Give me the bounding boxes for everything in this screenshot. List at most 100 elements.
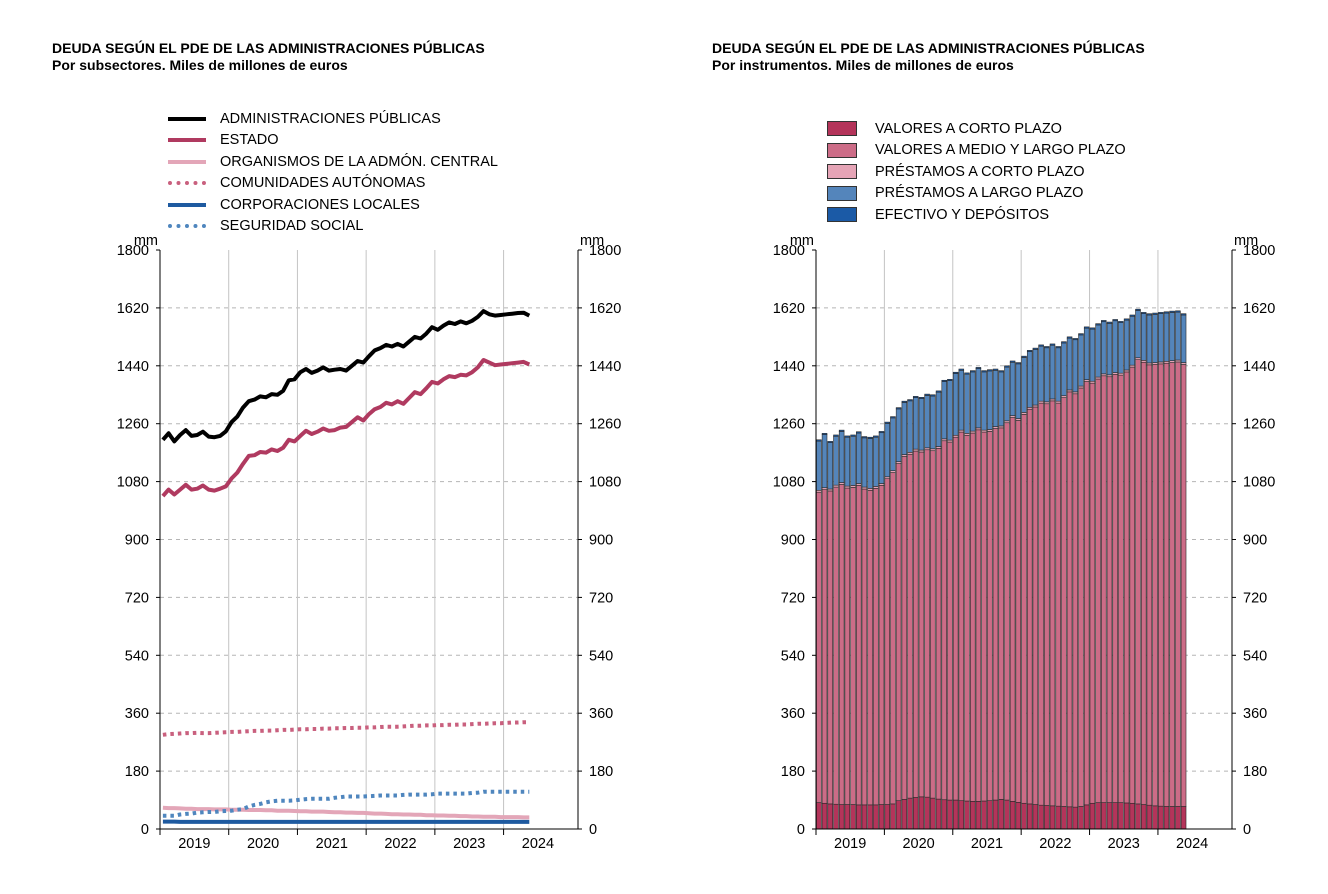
bar-vmlp-41 xyxy=(1049,400,1056,807)
legend-item-vmlp: VALORES A MEDIO Y LARGO PLAZO xyxy=(827,140,1126,162)
bar-plp-31 xyxy=(992,369,999,427)
bar-vcp-55 xyxy=(1129,802,1136,830)
bar-efectivo-8 xyxy=(861,436,868,439)
right-xtick-2021: 2021 xyxy=(971,836,1003,852)
right-xtick-2024: 2024 xyxy=(1176,836,1208,852)
bar-vmlp-48 xyxy=(1089,382,1096,804)
bar-plp-9 xyxy=(867,438,873,489)
bar-vcp-40 xyxy=(1044,805,1050,830)
bar-plp-54 xyxy=(1123,319,1130,371)
bar-efectivo-56 xyxy=(1135,308,1141,311)
bar-efectivo-37 xyxy=(1026,350,1033,352)
bar-efectivo-52 xyxy=(1112,319,1118,322)
bar-vmlp-47 xyxy=(1083,381,1090,806)
bar-vcp-63 xyxy=(1175,806,1181,830)
bar-plp-17 xyxy=(912,397,919,450)
bar-vmlp-7 xyxy=(855,485,862,806)
bar-vcp-35 xyxy=(1015,801,1022,830)
bar-vmlp-31 xyxy=(992,428,999,801)
right-xtick-2020: 2020 xyxy=(902,836,934,852)
right-ytick-left-360: 360 xyxy=(781,706,805,722)
bar-plp-49 xyxy=(1095,324,1101,378)
bar-vmlp-53 xyxy=(1118,374,1124,803)
bar-vcp-33 xyxy=(1004,799,1010,830)
bar-vcp-24 xyxy=(952,799,959,830)
bar-plp-19 xyxy=(924,395,930,449)
bar-plp-57 xyxy=(1140,313,1147,361)
bar-plp-28 xyxy=(975,368,982,429)
bar-vcp-28 xyxy=(975,801,982,830)
bar-plp-0 xyxy=(816,440,822,491)
left-ytick-left-1260: 1260 xyxy=(117,417,149,433)
right-unit-left: mm xyxy=(790,233,814,249)
legend-label-pcp: PRÉSTAMOS A CORTO PLAZO xyxy=(875,163,1085,180)
bar-vmlp-4 xyxy=(838,484,845,805)
bar-vmlp-23 xyxy=(947,441,953,801)
right-ytick-right-1440: 1440 xyxy=(1243,359,1275,375)
bar-vcp-38 xyxy=(1032,804,1039,830)
bar-efectivo-62 xyxy=(1169,310,1175,313)
bar-vcp-2 xyxy=(827,803,833,830)
right-xtick-2023: 2023 xyxy=(1108,836,1140,852)
bar-vcp-32 xyxy=(998,799,1004,830)
bar-vmlp-56 xyxy=(1135,359,1141,805)
bar-efectivo-32 xyxy=(998,370,1004,373)
bar-efectivo-7 xyxy=(855,431,862,434)
legend-swatch-ccaa xyxy=(168,181,206,186)
bar-plp-45 xyxy=(1072,339,1079,393)
bar-vmlp-35 xyxy=(1015,420,1022,803)
bar-plp-44 xyxy=(1066,337,1073,391)
bar-plp-18 xyxy=(918,398,925,451)
bar-vcp-53 xyxy=(1118,802,1124,830)
bar-efectivo-47 xyxy=(1083,326,1090,329)
right-ytick-left-540: 540 xyxy=(781,648,805,664)
left-xtick-2022: 2022 xyxy=(384,836,416,852)
left-unit-right: mm xyxy=(580,233,604,249)
bar-vmlp-38 xyxy=(1032,406,1039,805)
left-ytick-right-0: 0 xyxy=(589,822,597,838)
bar-efectivo-39 xyxy=(1038,344,1044,347)
bar-vcp-34 xyxy=(1009,801,1016,830)
bar-plp-11 xyxy=(878,432,885,484)
bar-efectivo-25 xyxy=(958,368,965,371)
bar-efectivo-3 xyxy=(833,434,839,437)
bar-efectivo-26 xyxy=(964,372,970,375)
series-line-estado xyxy=(161,358,531,498)
bar-vmlp-11 xyxy=(878,485,885,805)
right-ytick-left-1440: 1440 xyxy=(773,359,805,375)
bar-vmlp-60 xyxy=(1158,363,1164,807)
legend-label-estado: ESTADO xyxy=(220,132,279,149)
bar-vmlp-50 xyxy=(1101,375,1107,803)
bar-plp-4 xyxy=(838,431,845,483)
bar-vmlp-27 xyxy=(969,432,976,802)
bar-efectivo-15 xyxy=(901,400,908,403)
left-xtick-2020: 2020 xyxy=(247,836,279,852)
bar-plp-3 xyxy=(833,435,839,486)
right-ytick-left-720: 720 xyxy=(781,590,805,606)
legend-label-organismos: ORGANISMOS DE LA ADMÓN. CENTRAL xyxy=(220,153,498,170)
bar-efectivo-33 xyxy=(1004,365,1010,368)
left-ytick-left-1800: 1800 xyxy=(117,243,149,259)
bar-efectivo-0 xyxy=(816,439,822,442)
left-ytick-right-1080: 1080 xyxy=(589,475,621,491)
bar-vmlp-42 xyxy=(1055,402,1061,807)
bar-vmlp-61 xyxy=(1163,362,1170,807)
legend-item-plp: PRÉSTAMOS A LARGO PLAZO xyxy=(827,183,1126,205)
bar-vmlp-34 xyxy=(1009,417,1016,802)
left-legend: ADMINISTRACIONES PÚBLICAS ESTADO ORGANIS… xyxy=(168,108,498,237)
bar-vmlp-57 xyxy=(1140,361,1147,805)
bar-efectivo-43 xyxy=(1061,341,1067,344)
bar-plp-51 xyxy=(1106,323,1113,376)
left-xtick-2019: 2019 xyxy=(178,836,210,852)
bar-vmlp-55 xyxy=(1129,366,1136,804)
bar-plp-33 xyxy=(1004,366,1010,422)
bar-plp-8 xyxy=(861,437,868,488)
bar-vcp-1 xyxy=(821,802,828,830)
bar-vcp-42 xyxy=(1055,805,1061,830)
bar-plp-30 xyxy=(987,370,993,430)
left-ytick-right-540: 540 xyxy=(589,648,613,664)
bar-efectivo-4 xyxy=(838,429,845,432)
left-ytick-left-540: 540 xyxy=(125,648,149,664)
bar-vcp-49 xyxy=(1095,802,1101,830)
